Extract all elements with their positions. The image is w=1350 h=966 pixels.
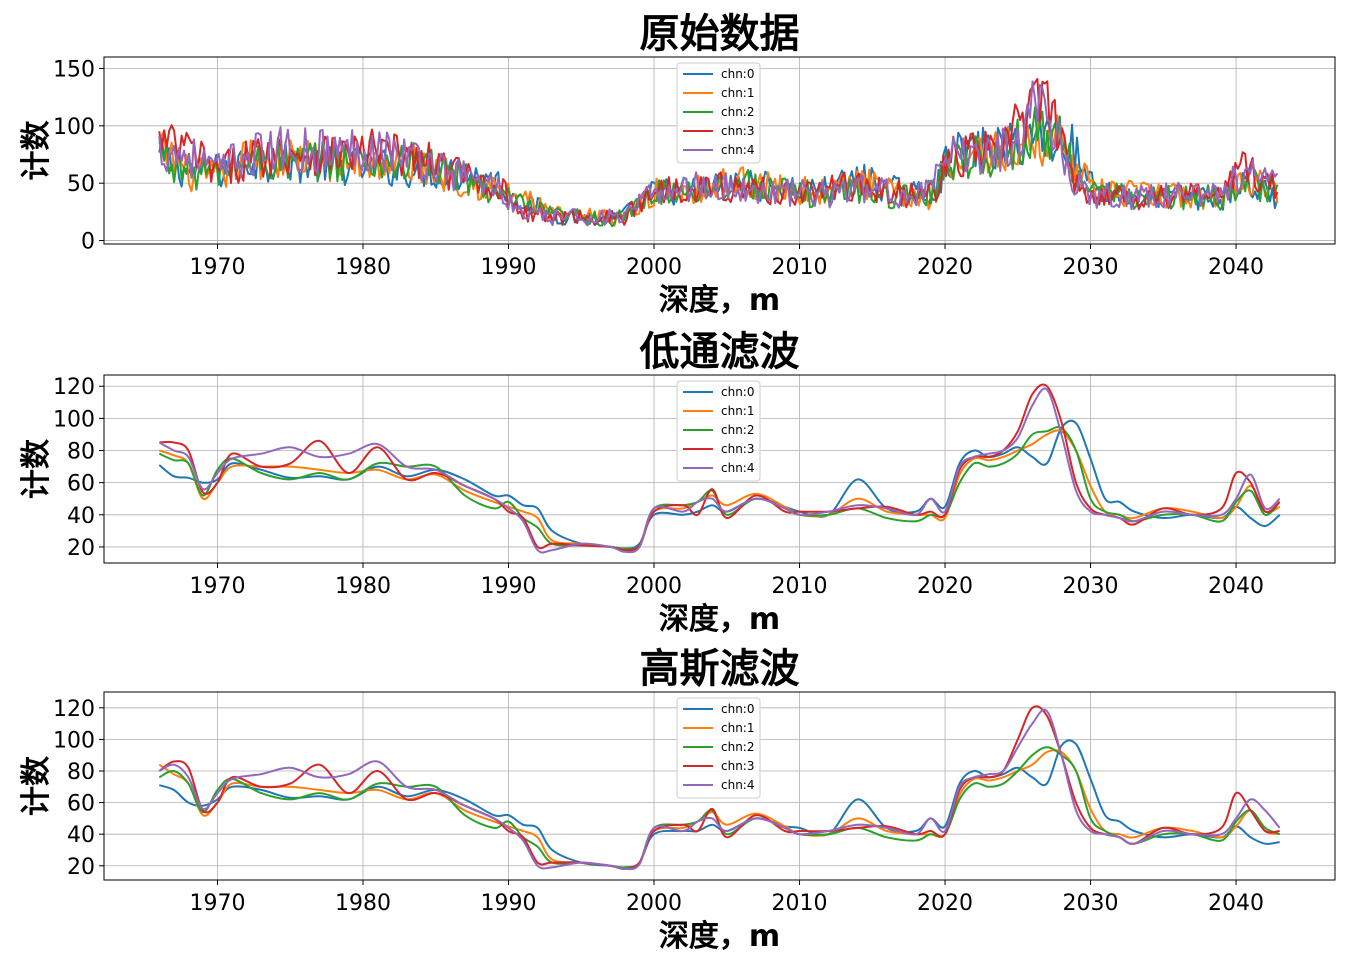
x-tick-label: 1990 xyxy=(481,891,537,916)
x-tick-label: 1970 xyxy=(189,891,245,916)
series-group xyxy=(158,383,1281,554)
series-line-4 xyxy=(158,708,1281,871)
legend-entry: chn:4 xyxy=(721,461,755,475)
series-line-4 xyxy=(158,387,1281,554)
x-tick-label: 1980 xyxy=(335,891,391,916)
x-tick-label: 2010 xyxy=(772,891,828,916)
x-axis-label: 深度，m xyxy=(659,283,780,318)
legend-entry: chn:3 xyxy=(721,759,755,773)
y-tick-label: 40 xyxy=(67,823,95,848)
legend-entry: chn:3 xyxy=(721,442,755,456)
legend-entry: chn:0 xyxy=(721,385,755,399)
y-tick-label: 80 xyxy=(67,440,95,465)
y-tick-label: 80 xyxy=(67,760,95,785)
x-tick-label: 2020 xyxy=(917,255,973,280)
plot-frame xyxy=(103,691,1336,881)
x-axis-label: 深度，m xyxy=(659,919,780,954)
x-tick-label: 1990 xyxy=(481,255,537,280)
y-tick-label: 0 xyxy=(81,230,95,255)
legend xyxy=(676,697,761,799)
series-line-1 xyxy=(158,749,1280,870)
legend xyxy=(676,380,761,482)
x-tick-label: 2040 xyxy=(1208,255,1264,280)
x-tick-label: 2010 xyxy=(772,574,828,599)
chart-panel-3: 1970 1980 1990 2000 2010 2020 2030 204020406080… xyxy=(19,646,1336,954)
x-tick-label: 2020 xyxy=(917,574,973,599)
y-tick-label: 60 xyxy=(67,472,95,497)
y-axis-label: 计数 xyxy=(19,755,54,816)
legend-entry: chn:0 xyxy=(721,702,755,716)
legend-entry: chn:2 xyxy=(721,423,755,437)
y-axis-label: 计数 xyxy=(19,438,54,499)
legend-entry: chn:2 xyxy=(721,105,755,119)
x-tick-label: 1980 xyxy=(335,255,391,280)
x-tick-label: 2010 xyxy=(772,255,828,280)
x-tick-label: 2030 xyxy=(1063,574,1119,599)
x-tick-label: 2040 xyxy=(1208,574,1264,599)
series-line-1 xyxy=(158,429,1281,552)
x-tick-label: 2000 xyxy=(626,574,682,599)
series-line-2 xyxy=(158,106,1279,228)
legend-entry: chn:1 xyxy=(721,404,755,418)
chart-title: 高斯滤波 xyxy=(640,646,800,692)
chart-panel-1: 1970 1980 1990 2000 2010 2020 2030 2040 0 50 100 15… xyxy=(19,11,1336,318)
x-tick-label: 2030 xyxy=(1063,255,1119,280)
x-tick-label: 2000 xyxy=(626,891,682,916)
series-group xyxy=(158,77,1279,228)
x-axis-label: 深度，m xyxy=(659,602,780,637)
y-tick-label: 120 xyxy=(53,375,95,400)
legend-entry: chn:4 xyxy=(721,143,755,157)
x-tick-label: 2040 xyxy=(1208,891,1264,916)
x-tick-label: 2020 xyxy=(917,891,973,916)
legend-entry: chn:1 xyxy=(721,721,755,735)
x-tick-label: 2000 xyxy=(626,255,682,280)
y-tick-label: 150 xyxy=(53,57,95,82)
legend-entry: chn:4 xyxy=(721,778,755,792)
y-tick-label: 100 xyxy=(53,728,95,753)
legend-entry: chn:0 xyxy=(721,67,755,81)
chart-title: 低通滤波 xyxy=(640,329,800,375)
legend-entry: chn:3 xyxy=(721,124,755,138)
y-tick-label: 40 xyxy=(67,504,95,529)
x-tick-label: 1980 xyxy=(335,574,391,599)
series-line-4 xyxy=(158,80,1279,227)
x-tick-label: 1990 xyxy=(481,574,537,599)
chart-panel-2: 1970 1980 1990 2000 2010 2020 2030 204020406080… xyxy=(19,329,1336,637)
y-tick-label: 100 xyxy=(53,407,95,432)
y-axis-label: 计数 xyxy=(19,120,54,181)
chart-title: 原始数据 xyxy=(640,11,800,57)
y-tick-label: 20 xyxy=(67,536,95,561)
y-tick-label: 120 xyxy=(53,697,95,722)
legend xyxy=(676,62,761,164)
series-group xyxy=(158,705,1281,871)
plot-frame xyxy=(103,374,1336,564)
y-tick-label: 60 xyxy=(67,792,95,817)
y-tick-label: 20 xyxy=(67,855,95,880)
y-tick-label: 50 xyxy=(67,172,95,197)
x-tick-label: 1970 xyxy=(189,574,245,599)
x-tick-label: 1970 xyxy=(189,255,245,280)
x-tick-label: 2030 xyxy=(1063,891,1119,916)
plot-frame xyxy=(103,56,1336,245)
legend-entry: chn:2 xyxy=(721,740,755,754)
legend-entry: chn:1 xyxy=(721,86,755,100)
y-tick-label: 100 xyxy=(53,115,95,140)
